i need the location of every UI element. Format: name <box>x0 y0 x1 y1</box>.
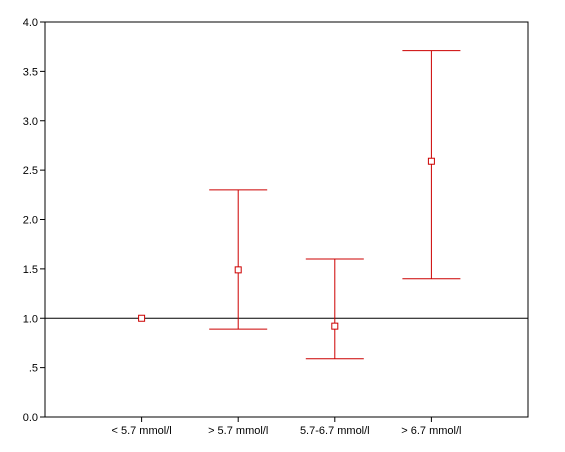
y-tick-label: .5 <box>29 363 38 375</box>
x-axis: < 5.7 mmol/l > 5.7 mmol/l 5.7-6.7 mmol/l > … <box>111 417 462 437</box>
y-tick-label: 4.0 <box>23 17 38 29</box>
y-tick-label: 3.0 <box>23 116 38 128</box>
point-estimate-marker <box>138 314 146 322</box>
point-estimate-marker <box>331 322 339 330</box>
x-category-label: > 6.7 mmol/l <box>401 425 461 437</box>
error-bars <box>209 50 461 360</box>
x-category-label: > 5.7 mmol/l <box>208 425 268 437</box>
y-tick-label: 3.5 <box>23 66 38 78</box>
y-tick-label: 0.0 <box>23 412 38 424</box>
y-tick-label: 2.0 <box>23 215 38 227</box>
point-estimate-marker <box>234 266 242 274</box>
x-category-label: 5.7-6.7 mmol/l <box>300 425 370 437</box>
y-tick-label: 2.5 <box>23 165 38 177</box>
y-tick-label: 1.5 <box>23 264 38 276</box>
point-estimates <box>138 157 435 330</box>
y-axis: 0.0 .5 1.0 1.5 2.0 2.5 3.0 3.5 4.0 <box>23 17 45 424</box>
point-estimate-marker <box>427 157 435 165</box>
plot-frame <box>44 21 529 418</box>
x-category-label: < 5.7 mmol/l <box>111 425 171 437</box>
y-tick-label: 1.0 <box>23 313 38 325</box>
